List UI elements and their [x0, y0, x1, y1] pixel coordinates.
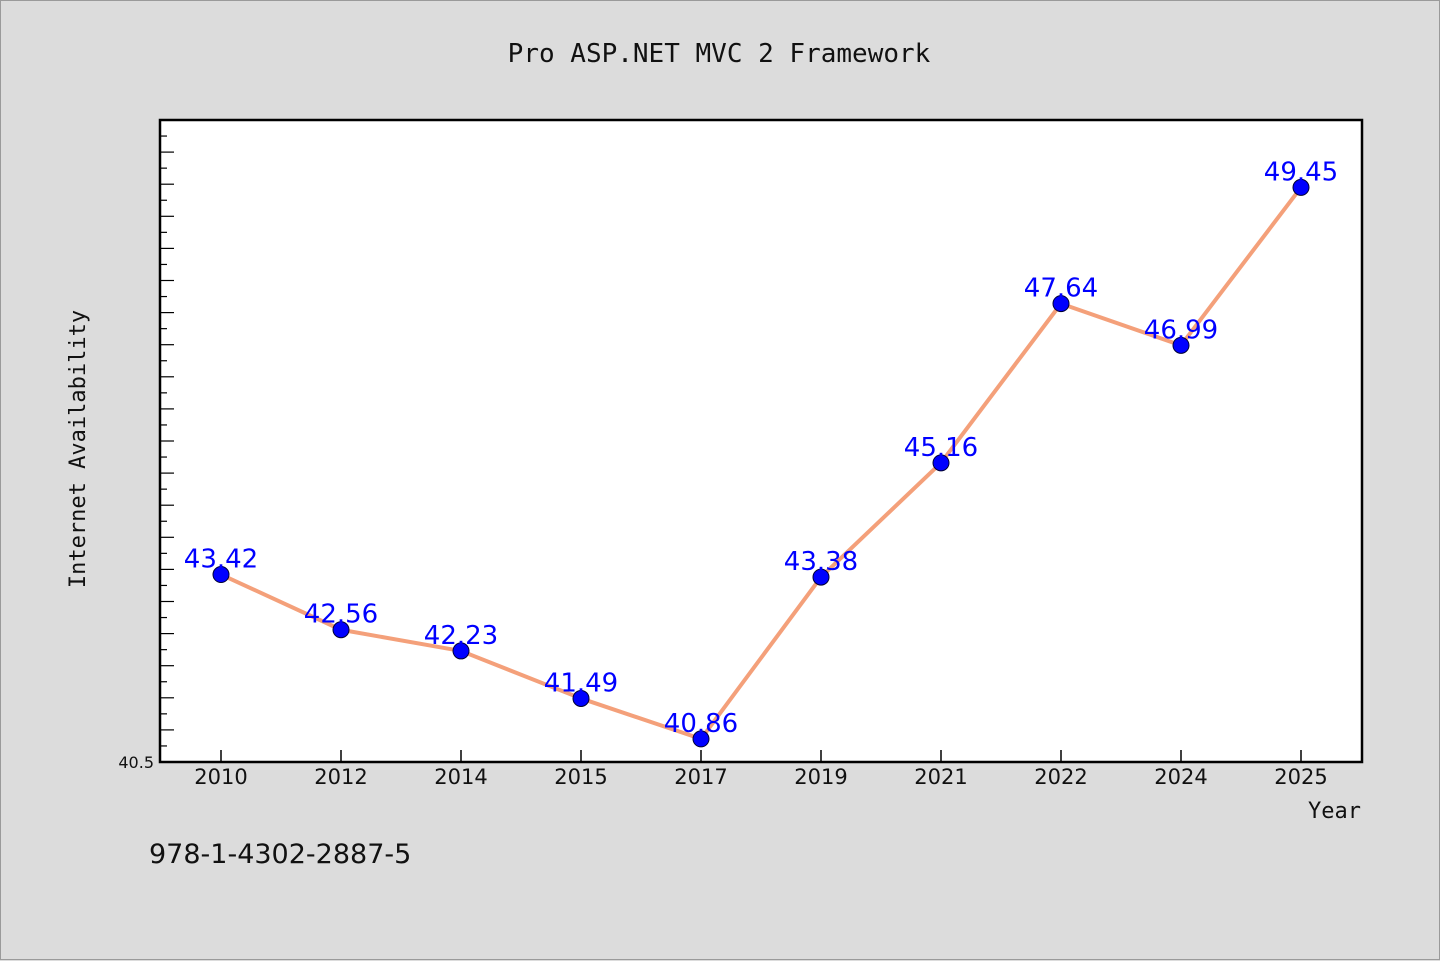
y-axis-ticks [160, 119, 174, 763]
x-axis-ticks [220, 750, 1302, 762]
series-line [219, 185, 1303, 741]
data-point [692, 730, 710, 748]
x-tick-label: 2015 [554, 765, 607, 789]
data-label: 47.64 [1024, 274, 1098, 304]
y-axis-tick-labels: 40.5 [118, 753, 154, 772]
data-point [572, 689, 590, 707]
chart-title: Pro ASP.NET MVC 2 Framework [508, 39, 931, 69]
x-tick-label: 2022 [1034, 765, 1087, 789]
data-label: 41.49 [544, 668, 618, 698]
x-tick-label: 2010 [194, 765, 247, 789]
data-point [1052, 295, 1070, 313]
x-tick-label: 2012 [314, 765, 367, 789]
x-axis-title: Year [1308, 799, 1361, 824]
data-label: 43.38 [784, 547, 858, 577]
data-label: 46.99 [1144, 315, 1218, 345]
x-tick-label: 2021 [914, 765, 967, 789]
data-point [452, 642, 470, 660]
data-point [932, 454, 950, 472]
data-label: 49.45 [1264, 157, 1338, 187]
data-point [332, 621, 350, 639]
x-tick-label: 2014 [434, 765, 487, 789]
data-label: 42.56 [304, 600, 378, 630]
x-axis-tick-labels: 2010 2012 2014 2015 2017 2019 2021 2022 2024 2025 [194, 765, 1327, 789]
data-label: 40.86 [664, 709, 738, 739]
data-label: 43.42 [184, 545, 258, 575]
data-point [1292, 178, 1310, 196]
y-axis-title: Internet Availability [66, 310, 91, 588]
plot-area [158, 118, 1364, 764]
x-tick-label: 2025 [1274, 765, 1327, 789]
x-tick-label: 2019 [794, 765, 847, 789]
data-point [1172, 336, 1190, 354]
data-point [812, 568, 830, 586]
x-tick-label: 2017 [674, 765, 727, 789]
data-markers [212, 178, 1310, 748]
data-label: 42.23 [424, 621, 498, 651]
isbn-footnote: 978-1-4302-2887-5 [149, 839, 411, 870]
y-tick-label: 40.5 [118, 753, 154, 772]
x-tick-label: 2024 [1154, 765, 1207, 789]
data-labels: 43.42 42.56 42.23 41.49 40.86 43.38 45.16 47.64… [184, 157, 1338, 738]
data-label: 45.16 [904, 433, 978, 463]
data-point [212, 566, 230, 584]
